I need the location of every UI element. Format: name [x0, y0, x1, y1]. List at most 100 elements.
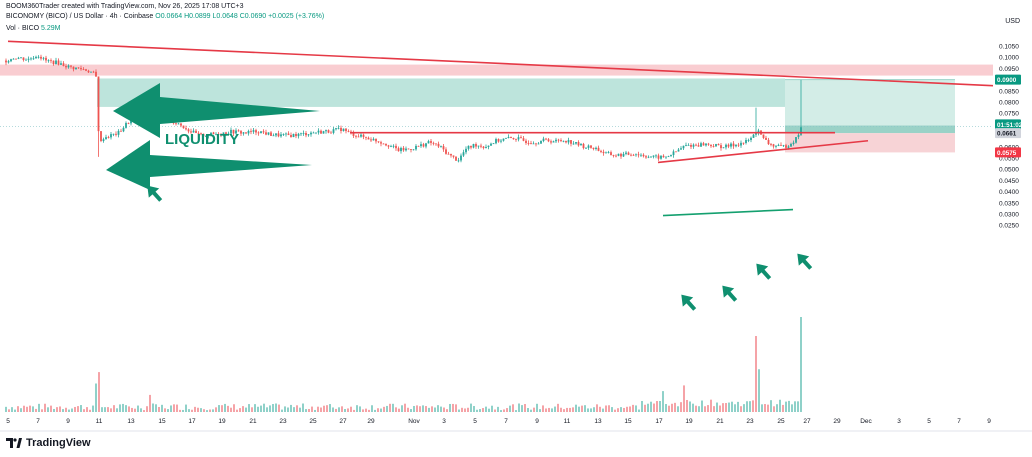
candle-body	[125, 122, 127, 128]
candle-body	[442, 146, 445, 150]
volume-bar	[617, 408, 619, 412]
candle-body	[130, 120, 132, 124]
price-tick-label: 0.0300	[999, 212, 1019, 219]
candle-body	[452, 155, 455, 157]
candle-body	[232, 129, 235, 134]
volume-bar	[218, 405, 220, 412]
volume-bar	[512, 404, 514, 412]
volume-bar	[590, 408, 592, 412]
volume-bar	[344, 409, 346, 412]
candle-body	[650, 156, 652, 158]
volume-bar	[404, 403, 406, 412]
date-tick-label: 29	[833, 418, 841, 425]
volume-bar	[584, 405, 586, 412]
volume-bar	[785, 401, 787, 412]
date-tick-label: 5	[6, 418, 10, 425]
candle-body	[27, 58, 30, 60]
volume-bar	[71, 408, 73, 412]
volume-bar	[209, 409, 211, 412]
date-tick-label: 15	[624, 418, 632, 425]
candle-body	[795, 137, 797, 143]
candle-body	[45, 57, 47, 61]
candle-body	[177, 123, 180, 125]
candle-body	[510, 137, 512, 139]
volume-bar	[89, 409, 91, 412]
volume-bar	[35, 408, 37, 412]
candle-body	[295, 133, 297, 137]
volume-bar	[212, 409, 214, 412]
volume-bar	[614, 409, 616, 412]
volume-bar	[746, 401, 748, 412]
volume-bar	[611, 407, 613, 412]
candle-body	[180, 123, 182, 126]
volume-bar	[728, 402, 730, 412]
candle-body	[515, 139, 517, 141]
candle-body	[407, 148, 410, 150]
date-tick-label: 25	[777, 418, 785, 425]
volume-bar	[443, 407, 445, 412]
volume-bar	[374, 409, 376, 412]
date-tick-label: 23	[279, 418, 287, 425]
candle-body	[187, 129, 190, 132]
volume-bar	[491, 405, 493, 412]
candle-body	[390, 146, 392, 147]
candle-body	[322, 131, 325, 134]
candle-body	[65, 66, 67, 68]
candle-body	[567, 140, 570, 143]
tradingview-logo-text: TradingView	[26, 437, 91, 449]
symbol-name[interactable]: BICONOMY (BICO) / US Dollar · 4h · Coinb…	[6, 13, 154, 20]
volume-bar	[530, 409, 532, 412]
price-tick-label: 0.0850	[999, 88, 1019, 95]
volume-bar	[335, 408, 337, 412]
candle-body	[52, 60, 55, 65]
candle-body	[775, 145, 777, 147]
volume-bar	[503, 409, 505, 412]
volume-bar	[533, 407, 535, 412]
candle-body	[397, 148, 400, 152]
volume-bar	[359, 406, 361, 412]
price-tag-bg	[995, 74, 1021, 85]
candle-body	[375, 138, 377, 142]
volume-bar	[236, 409, 238, 412]
candle-body	[455, 156, 457, 161]
candle-body	[330, 132, 332, 134]
volume-bar	[323, 405, 325, 412]
candle-body	[697, 145, 700, 147]
candle-body	[120, 130, 122, 132]
volume-bar	[509, 405, 511, 412]
volume-bar	[23, 405, 25, 412]
candle-body	[347, 131, 350, 132]
volume-bar	[275, 403, 277, 412]
candle-body	[557, 139, 560, 141]
tradingview-logo[interactable]: TradingView	[6, 437, 91, 449]
candle-body	[12, 58, 15, 60]
volume-bar	[701, 400, 703, 412]
volume-bar	[80, 405, 82, 412]
candle-body	[450, 153, 452, 156]
candle-body	[20, 57, 22, 59]
volume-bar	[65, 407, 67, 412]
candle-body	[505, 137, 507, 139]
candle-body	[537, 143, 540, 145]
volume-bar	[458, 409, 460, 412]
volume-bar	[653, 403, 655, 412]
volume-bar	[425, 406, 427, 412]
volume-bar	[668, 405, 670, 412]
volume-bar	[140, 408, 142, 412]
volume-bar	[554, 406, 556, 412]
volume-bar	[665, 404, 667, 412]
volume-bar	[704, 406, 706, 412]
candle-body	[202, 133, 205, 137]
volume-bar	[134, 408, 136, 412]
candle-body	[440, 146, 442, 147]
candle-body	[520, 137, 522, 139]
candle-body	[787, 146, 790, 148]
volume-bar	[602, 408, 604, 412]
candle-body	[687, 145, 690, 146]
volume-bar	[398, 408, 400, 412]
candle-body	[320, 130, 322, 134]
volume-label[interactable]: Vol · BICO	[6, 25, 40, 32]
candle-body	[652, 155, 655, 157]
candle-body	[782, 145, 785, 147]
candle-body	[210, 132, 212, 136]
